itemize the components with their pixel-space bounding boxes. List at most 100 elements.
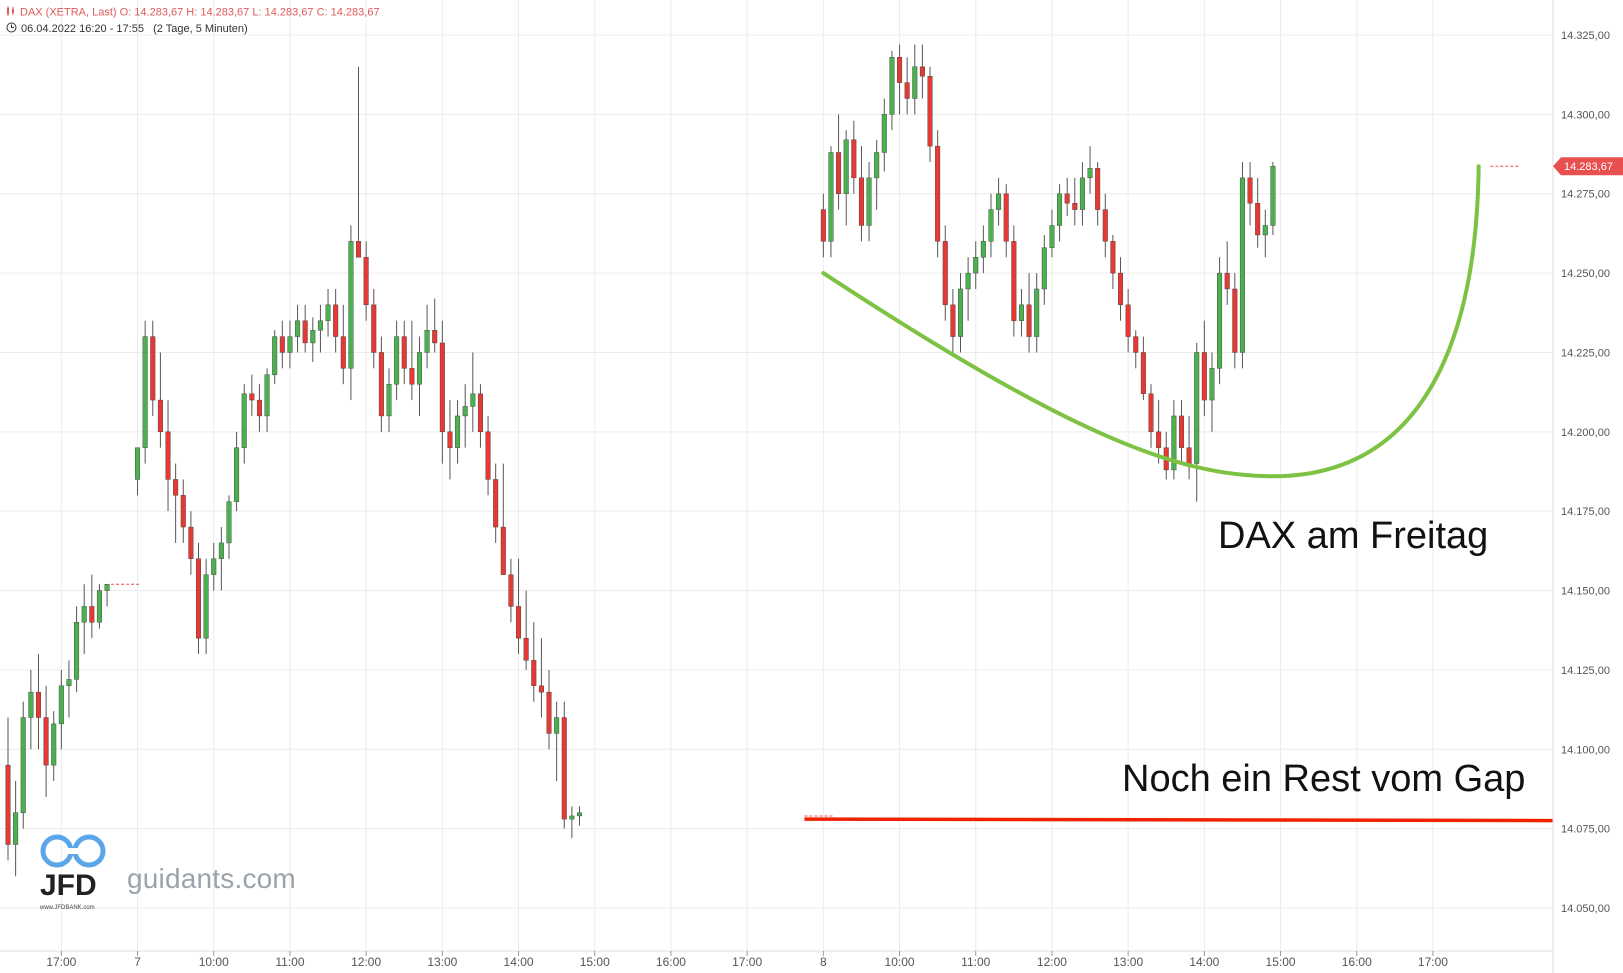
candle (439, 320, 445, 464)
candle-body (1118, 272, 1124, 306)
y-tick-label: 14.075,00 (1561, 824, 1610, 836)
x-tick-label: 14:00 (1189, 955, 1219, 969)
candle (203, 558, 209, 655)
period-header: 06.04.2022 16:20 - 17:55 (2 Tage, 5 Minu… (6, 22, 248, 36)
candle-body (828, 152, 834, 242)
candle-body (470, 393, 476, 407)
candle (241, 384, 247, 464)
candle-body (1034, 288, 1040, 337)
candle-body (904, 82, 910, 99)
candle (218, 527, 224, 591)
candle (226, 495, 232, 559)
candle-body (363, 257, 369, 306)
candle (310, 317, 316, 362)
last-price-tag: 14.283,67 (1553, 157, 1623, 176)
candle-body (35, 691, 41, 718)
candle-body (188, 526, 194, 560)
candle-body (1201, 352, 1207, 401)
candle (401, 320, 407, 385)
candle-body (173, 479, 179, 496)
candle (386, 368, 392, 432)
candle (1140, 336, 1146, 401)
candle (416, 336, 422, 416)
candle-body (28, 691, 34, 718)
candle (51, 711, 57, 782)
candle (287, 320, 293, 369)
candle (866, 161, 872, 242)
candle-body (958, 288, 964, 337)
candle-body (416, 352, 422, 385)
candle-body (561, 717, 567, 820)
candle-body (1011, 241, 1017, 321)
grid (0, 0, 1553, 951)
candle (104, 583, 110, 607)
candle-body (881, 114, 887, 153)
candle-body (569, 815, 575, 820)
y-tick-label: 14.300,00 (1561, 109, 1610, 121)
candle (317, 304, 323, 353)
candle-body (1171, 415, 1177, 471)
clock-icon (6, 22, 17, 36)
candle (1041, 234, 1047, 305)
candle (1232, 273, 1238, 369)
candle-body (1003, 193, 1009, 242)
candle (1217, 257, 1223, 385)
candle-body (1102, 209, 1108, 242)
candle (188, 511, 194, 575)
candle-body (577, 812, 583, 817)
y-tick-label: 14.325,00 (1561, 30, 1610, 42)
candle (996, 177, 1002, 226)
candle-body (386, 384, 392, 417)
candle-body (493, 479, 499, 528)
candle (477, 384, 483, 448)
candle-body (81, 606, 87, 623)
candle-body (150, 336, 156, 401)
candle-body (439, 342, 445, 433)
candle-body (836, 152, 842, 194)
candle (295, 304, 301, 353)
candle (858, 146, 864, 242)
candle (35, 654, 41, 750)
x-tick-label: 16:00 (656, 955, 686, 969)
candle-body (1087, 168, 1093, 179)
candle (935, 130, 941, 258)
candle (1026, 273, 1032, 353)
candle (394, 320, 400, 401)
candle (1011, 225, 1017, 337)
candle-body (485, 431, 491, 480)
candle (348, 225, 354, 401)
candle (538, 638, 544, 718)
candle (150, 320, 156, 416)
candle-body (317, 320, 323, 331)
candle-body (1178, 415, 1184, 448)
candle-body (1018, 304, 1024, 321)
cup-curve (821, 164, 1481, 479)
candle (1018, 288, 1024, 337)
candle-body (89, 606, 95, 623)
candle-body (272, 336, 278, 375)
candle-body (1186, 447, 1192, 464)
candle (1270, 161, 1276, 235)
candle-body (340, 336, 346, 369)
candle-body (1049, 225, 1055, 248)
candle (1087, 146, 1093, 194)
candle-body (226, 501, 232, 544)
candle (89, 574, 95, 639)
candle-body (980, 241, 986, 258)
candle-body (1057, 193, 1063, 226)
candle (272, 330, 278, 385)
candle (1064, 177, 1070, 216)
candle-body (1255, 203, 1261, 236)
x-tick-label: 15:00 (1266, 955, 1296, 969)
candle-body (1140, 352, 1146, 394)
candle (1163, 431, 1169, 480)
candle-body (1125, 304, 1131, 337)
last-price-tag-bg (1553, 157, 1623, 176)
candle (195, 542, 201, 655)
x-tick-label: 11:00 (275, 955, 304, 969)
y-tick-label: 14.200,00 (1561, 427, 1610, 439)
candle (958, 273, 964, 353)
candle-body (950, 304, 956, 337)
candle-body (1247, 177, 1253, 204)
candle (836, 114, 842, 210)
